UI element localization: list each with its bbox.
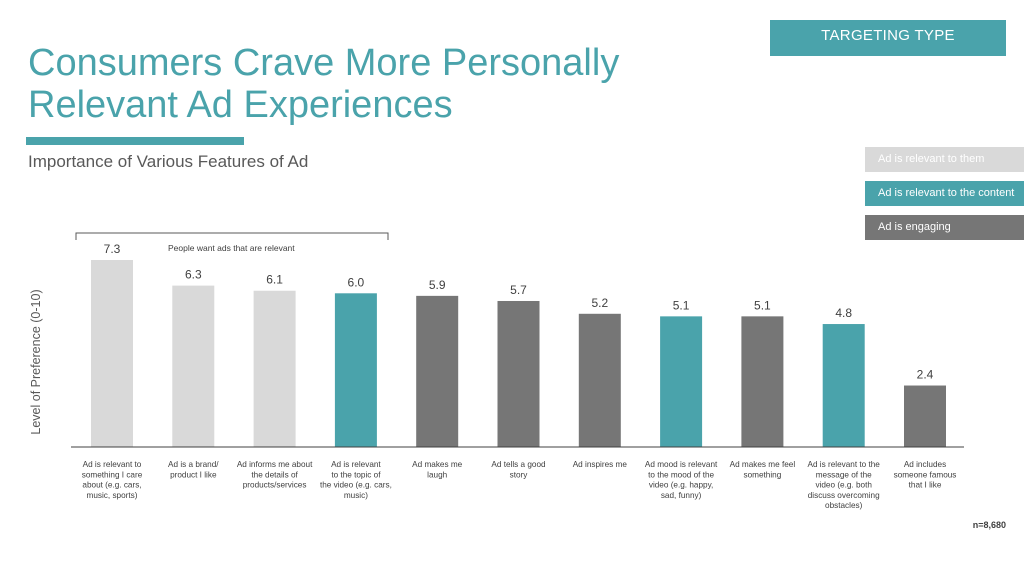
data-label-10: 4.8 — [835, 306, 852, 320]
data-label-1: 7.3 — [104, 242, 121, 256]
page-title-line-2: Relevant Ad Experiences — [28, 84, 453, 126]
chart-subtitle: Importance of Various Features of Ad — [28, 152, 309, 171]
category-label-6: Ad tells a good story — [491, 460, 546, 479]
category-label-3: Ad informs me about the details of product… — [237, 460, 313, 490]
bar-8 — [660, 316, 703, 447]
category-label-7: Ad inspires me — [573, 460, 628, 469]
annotation-bracket — [75, 232, 389, 240]
legend-item-relevant-to-them: Ad is relevant to them — [865, 147, 1024, 172]
category-label-1: Ad is relevant to something I care about (… — [82, 460, 143, 500]
data-label-2: 6.3 — [185, 268, 202, 282]
category-label-5: Ad makes me laugh — [412, 460, 462, 479]
data-label-4: 6.0 — [348, 275, 365, 289]
bar-9 — [741, 316, 784, 447]
data-label-3: 6.1 — [266, 273, 283, 287]
bar-5 — [416, 295, 459, 447]
data-label-8: 5.1 — [673, 298, 690, 312]
legend-item-engaging: Ad is engaging — [865, 215, 1024, 240]
bar-1 — [91, 260, 133, 447]
data-label-11: 2.4 — [917, 368, 934, 382]
title-underline — [26, 137, 244, 145]
bar-7 — [578, 313, 621, 447]
bar-6 — [497, 300, 540, 447]
sample-size-note: n=8,680 — [972, 520, 1006, 530]
data-label-6: 5.7 — [510, 283, 527, 297]
bar-3 — [253, 290, 296, 447]
category-label-8: Ad mood is relevant to the mood of the vid… — [645, 460, 718, 500]
annotation-text: People want ads that are relevant — [168, 243, 295, 253]
category-label-11: Ad includes someone famous that I like — [894, 460, 957, 490]
targeting-type-tag: TARGETING TYPE — [770, 20, 1006, 56]
bar-11 — [904, 385, 946, 447]
data-label-5: 5.9 — [429, 278, 446, 292]
category-label-4: Ad is relevant to the topic of the video (… — [320, 460, 392, 500]
data-label-9: 5.1 — [754, 298, 771, 312]
category-label-10: Ad is relevant to the message of the video… — [808, 460, 881, 510]
data-label-7: 5.2 — [591, 296, 608, 310]
bar-4 — [334, 293, 377, 447]
legend-item-relevant-to-content: Ad is relevant to the content — [865, 181, 1024, 206]
page-title-line-1: Consumers Crave More Personally — [28, 42, 620, 84]
category-label-2: Ad is a brand/product I like — [168, 460, 219, 479]
bar-10 — [822, 324, 865, 447]
category-label-9: Ad makes me feel something — [730, 460, 796, 479]
bar-2 — [172, 285, 215, 447]
page-title: Consumers Crave More Personally Relevant… — [28, 42, 728, 126]
y-axis-label: Level of Preference (0-10) — [29, 289, 43, 434]
